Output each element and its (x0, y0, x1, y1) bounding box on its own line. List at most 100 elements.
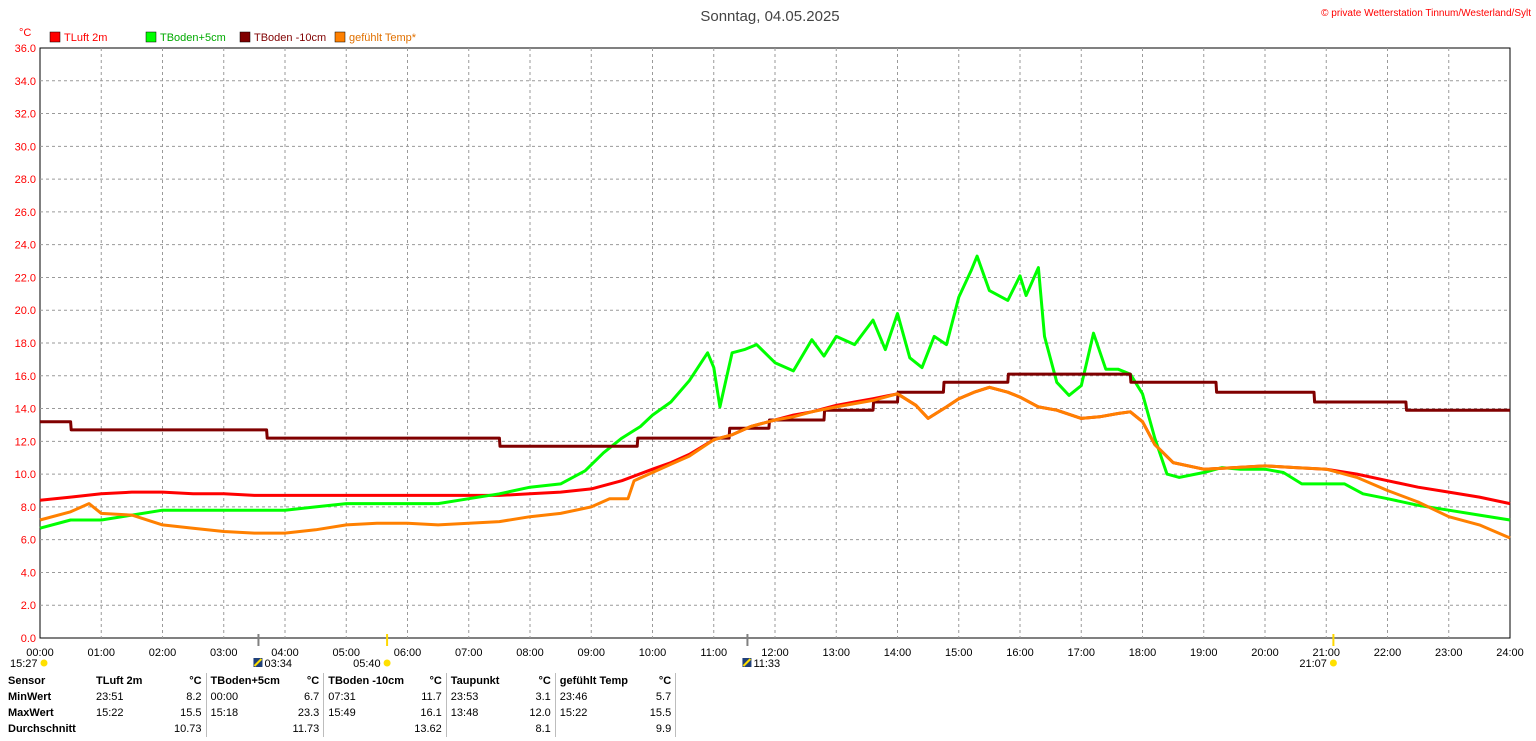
copyright-note: © private Wetterstation Tinnum/Westerlan… (1321, 8, 1531, 19)
x-tick-label: 13:00 (822, 647, 850, 659)
stats-cell: 23.3 (288, 705, 325, 721)
legend-swatch (49, 31, 61, 43)
sun-icon (40, 659, 48, 667)
y-tick-label: 12.0 (15, 436, 36, 448)
x-tick-label: 05:00 (332, 647, 360, 659)
stats-header-unit: °C (170, 673, 207, 689)
stats-cell: 11.73 (288, 721, 325, 737)
temperature-chart: Sonntag, 04.05.2025 © private Wetterstat… (10, 8, 1531, 670)
stats-cell: 8.2 (170, 689, 207, 705)
stats-header-sensor: Sensor (8, 675, 46, 687)
x-axis-ticks: 00:00 01:00 02:00 03:00 04:00 05:00 06:00 07:00… (26, 647, 1524, 659)
x-tick-label: 01:00 (87, 647, 115, 659)
x-tick-label: 14:00 (884, 647, 912, 659)
series-lines (39, 254, 1511, 540)
stats-header-row: Sensor TLuft 2m °C TBoden+5cm °C TBoden … (4, 673, 677, 689)
x-tick-label: 17:00 (1067, 647, 1095, 659)
legend-label: TLuft 2m (64, 32, 107, 44)
x-tick-label: 11:00 (700, 647, 727, 659)
stats-cell: 8.1 (524, 721, 556, 737)
stats-row-label: Durchschnitt (8, 723, 76, 735)
y-tick-label: 32.0 (15, 109, 36, 121)
chart-title: Sonntag, 04.05.2025 (700, 8, 839, 25)
stats-cell: 15:22 (559, 707, 588, 719)
x-tick-label: 06:00 (394, 647, 422, 659)
x-tick-label: 04:00 (271, 647, 299, 659)
stats-header-tboden10: TBoden -10cm (328, 675, 405, 687)
stats-cell: 00:00 (210, 691, 239, 703)
stats-cell: 11.7 (410, 689, 447, 705)
stats-header-tluft: TLuft 2m (96, 675, 143, 687)
x-tick-label: 09:00 (577, 647, 605, 659)
x-tick-label: 22:00 (1374, 647, 1402, 659)
stats-cell: 16.1 (410, 705, 447, 721)
stats-cell: 07:31 (328, 691, 356, 703)
legend-label: TBoden -10cm (254, 32, 326, 44)
moon-icon-glyph (253, 658, 263, 667)
x-tick-label: 15:00 (945, 647, 973, 659)
x-tick-label: 00:00 (26, 647, 54, 659)
stats-cell: 5.7 (645, 689, 677, 705)
legend-label: gefühlt Temp* (349, 32, 417, 44)
y-tick-label: 2.0 (21, 600, 36, 612)
stats-cell: 15:22 (96, 707, 124, 719)
x-tick-label: 23:00 (1435, 647, 1463, 659)
x-tick-label: 07:00 (455, 647, 483, 659)
stats-cell (206, 721, 289, 737)
y-tick-label: 24.0 (15, 240, 36, 252)
stats-cell: 13.62 (410, 721, 447, 737)
astro-time-label: 03:34 (264, 658, 292, 670)
stats-cell: 23:51 (96, 691, 124, 703)
x-tick-label: 21:00 (1312, 647, 1340, 659)
stats-cell: 3.1 (524, 689, 556, 705)
x-tick-label: 16:00 (1006, 647, 1034, 659)
series-line-3 (39, 385, 1511, 540)
stats-cell: 15:49 (328, 707, 356, 719)
stats-cell: 15.5 (170, 705, 207, 721)
y-tick-label: 36.0 (15, 43, 36, 55)
legend-swatch (145, 31, 157, 43)
y-tick-label: 34.0 (15, 76, 36, 88)
stats-cell (555, 721, 646, 737)
sun-moon-markers: 15:27 03:34 05:40 11:33 21:07 (10, 634, 1337, 670)
x-tick-label: 18:00 (1129, 647, 1157, 659)
stats-cell: 15.5 (645, 705, 677, 721)
stats-header-unit: °C (410, 673, 447, 689)
stats-header-tboden5: TBoden+5cm (210, 675, 280, 687)
y-tick-label: 26.0 (15, 207, 36, 219)
astro-time-label: 15:27 (10, 658, 38, 670)
y-axis-ticks: 0.0 2.0 4.0 6.0 8.0 10.0 12.0 14.0 16.0 18.0 20.0 2… (15, 43, 36, 645)
stats-header-unit: °C (645, 673, 677, 689)
x-tick-label: 08:00 (516, 647, 544, 659)
y-tick-label: 28.0 (15, 174, 36, 186)
x-tick-label: 10:00 (639, 647, 667, 659)
statistics-table: Sensor TLuft 2m °C TBoden+5cm °C TBoden … (4, 673, 677, 737)
y-tick-label: 18.0 (15, 338, 36, 350)
y-axis-unit: °C (19, 27, 31, 39)
x-tick-label: 12:00 (761, 647, 789, 659)
legend-swatch (239, 31, 251, 43)
y-tick-label: 16.0 (15, 371, 36, 383)
y-tick-label: 4.0 (21, 567, 36, 579)
y-tick-label: 30.0 (15, 141, 36, 153)
astro-time-label: 05:40 (353, 658, 381, 670)
y-tick-label: 8.0 (21, 502, 36, 514)
stats-cell: 13:48 (450, 707, 479, 719)
legend-swatch (334, 31, 346, 43)
x-tick-label: 02:00 (149, 647, 177, 659)
stats-row-label: MaxWert (8, 707, 54, 719)
y-tick-label: 6.0 (21, 535, 36, 547)
y-tick-label: 0.0 (21, 633, 36, 645)
x-tick-label: 20:00 (1251, 647, 1279, 659)
stats-cell: 10.73 (170, 721, 207, 737)
legend-label: TBoden+5cm (160, 32, 226, 44)
y-tick-label: 10.0 (15, 469, 36, 481)
y-tick-label: 22.0 (15, 272, 36, 284)
grid (40, 48, 1510, 638)
stats-header-unit: °C (524, 673, 556, 689)
stats-cell (92, 721, 170, 737)
x-tick-label: 19:00 (1190, 647, 1218, 659)
stats-row-max: MaxWert 15:22 15.5 15:18 23.3 15:49 16.1… (4, 705, 677, 721)
y-tick-label: 14.0 (15, 404, 36, 416)
stats-row-label: MinWert (8, 691, 52, 703)
